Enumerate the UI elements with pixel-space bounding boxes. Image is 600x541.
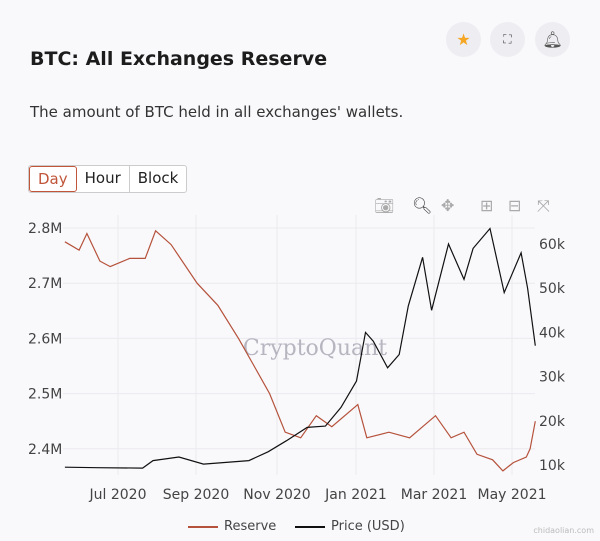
x-tick-label: May 2021 (477, 487, 546, 503)
autoscale-icon[interactable]: ⤧ (537, 196, 550, 215)
legend-label: Reserve (224, 519, 277, 534)
x-tick-label: Mar 2021 (401, 487, 468, 503)
x-tick-label: Jan 2021 (324, 487, 387, 503)
pan-icon[interactable]: ✥ (441, 196, 455, 215)
series-line-price (64, 227, 536, 469)
y-right-tick-label: 40k (539, 325, 566, 341)
y-right-tick-label: 50k (539, 281, 566, 297)
y-left-tick-label: 2.8M (28, 221, 62, 237)
legend-label: Price (USD) (331, 519, 405, 534)
y-right-tick-label: 30k (539, 370, 566, 386)
zoom-in-icon[interactable]: ⊞ (480, 196, 494, 215)
camera-icon[interactable]: 📷︎ (374, 196, 395, 215)
favorite-button[interactable]: ★ (446, 22, 481, 57)
legend-price[interactable]: Price (USD) (295, 519, 405, 534)
y-left-tick-label: 2.7M (28, 276, 62, 292)
page-title: BTC: All Exchanges Reserve (30, 48, 328, 70)
y-left-tick-label: 2.5M (28, 387, 62, 403)
zoom-icon[interactable]: 🔍︎ (412, 196, 433, 215)
fullscreen-button[interactable]: ⛶ (490, 22, 525, 57)
star-icon: ★ (456, 30, 471, 49)
x-tick-label: Jul 2020 (89, 487, 147, 503)
interval-tabs: Day Hour Block (28, 165, 188, 193)
legend-reserve[interactable]: Reserve (188, 519, 276, 534)
y-right-tick-label: 20k (539, 414, 566, 430)
y-left-tick-label: 2.4M (28, 442, 62, 458)
page-description: The amount of BTC held in all exchanges'… (30, 103, 404, 121)
tab-hour[interactable]: Hour (77, 166, 130, 192)
alert-button[interactable]: 🔔︎ (535, 22, 570, 57)
tab-day[interactable]: Day (29, 166, 77, 192)
y-left-tick-label: 2.6M (28, 331, 62, 347)
y-right-tick-label: 60k (539, 237, 566, 253)
y-right-tick-label: 10k (539, 458, 566, 474)
tab-block[interactable]: Block (137, 169, 179, 187)
zoom-out-icon[interactable]: ⊟ (508, 196, 522, 215)
x-tick-label: Nov 2020 (243, 487, 310, 503)
corner-watermark: chidaolian.com (533, 526, 594, 535)
x-tick-label: Sep 2020 (163, 487, 229, 503)
watermark: CryptoQuant (243, 336, 387, 361)
fullscreen-icon: ⛶ (503, 32, 512, 46)
bell-icon: 🔔︎ (542, 30, 563, 49)
